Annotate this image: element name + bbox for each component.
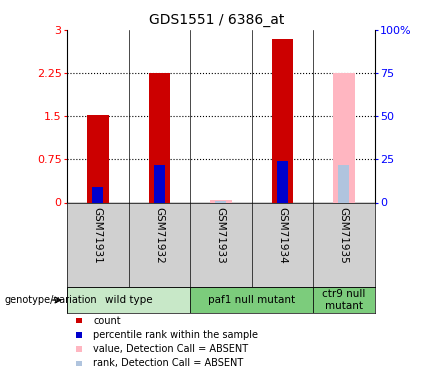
Text: rank, Detection Call = ABSENT: rank, Detection Call = ABSENT [93, 358, 243, 368]
Bar [313, 287, 375, 313]
Bar [154, 165, 165, 202]
Text: GSM71934: GSM71934 [277, 207, 288, 264]
Bar [92, 187, 103, 202]
Text: value, Detection Call = ABSENT: value, Detection Call = ABSENT [93, 344, 248, 354]
Bar [149, 73, 170, 202]
Bar [333, 73, 355, 202]
Text: GSM71933: GSM71933 [216, 207, 226, 264]
Text: paf1 null mutant: paf1 null mutant [208, 295, 295, 305]
Text: genotype/variation: genotype/variation [4, 295, 97, 305]
Text: count: count [93, 316, 121, 326]
Bar [271, 39, 293, 203]
Bar [67, 287, 190, 313]
Bar [190, 287, 313, 313]
Text: ctr9 null
mutant: ctr9 null mutant [322, 289, 365, 311]
Bar [210, 200, 232, 202]
Bar [215, 201, 226, 202]
Bar [87, 114, 109, 202]
Text: GDS1551 / 6386_at: GDS1551 / 6386_at [149, 13, 284, 27]
Text: GSM71932: GSM71932 [154, 207, 165, 264]
Text: percentile rank within the sample: percentile rank within the sample [93, 330, 258, 340]
Bar [277, 161, 288, 202]
Bar [338, 165, 349, 202]
Text: GSM71935: GSM71935 [339, 207, 349, 264]
Text: wild type: wild type [105, 295, 152, 305]
Text: GSM71931: GSM71931 [93, 207, 103, 264]
